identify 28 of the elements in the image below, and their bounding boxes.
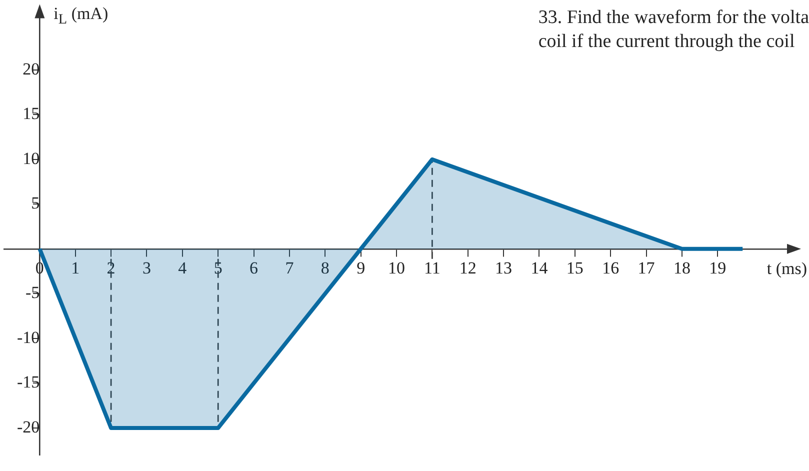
x-tick-label: 11 — [424, 258, 440, 278]
y-tick-label: 20 — [22, 59, 40, 78]
x-tick-label: 15 — [566, 258, 584, 278]
x-tick-label: 10 — [388, 258, 405, 278]
x-tick-label: 16 — [602, 258, 620, 278]
y-axis-title: i$_{L}$ (mA) — [54, 4, 108, 28]
x-tick-label: 18 — [673, 258, 690, 278]
y-tick-label: 10 — [22, 148, 40, 168]
y-tick-label: 15 — [22, 104, 40, 124]
y-tick-label: -5 — [26, 283, 40, 302]
x-tick-label: 7 — [285, 258, 294, 278]
x-tick-label: 3 — [142, 258, 151, 278]
x-tick-label: 9 — [356, 258, 366, 278]
x-tick-label: 17 — [638, 258, 656, 278]
x-tick-label: 14 — [530, 258, 548, 278]
x-tick-label: 4 — [178, 258, 188, 278]
x-tick-label: 12 — [459, 258, 476, 278]
x-tick-label: 13 — [495, 258, 512, 278]
x-tick-label: 1 — [71, 258, 80, 278]
x-axis-title: t (ms) — [766, 258, 807, 279]
x-tick-label: 19 — [709, 258, 726, 278]
y-tick-label: -10 — [17, 328, 40, 347]
x-tick-label: 6 — [250, 258, 258, 278]
annotation: 33. Find the waveform for the volta — [538, 6, 809, 30]
y-tick-label: -15 — [17, 372, 40, 392]
y-tick-label: -20 — [17, 417, 40, 436]
x-tick-label: 8 — [320, 258, 330, 278]
annotation: coil if the current through the coil — [538, 30, 796, 54]
